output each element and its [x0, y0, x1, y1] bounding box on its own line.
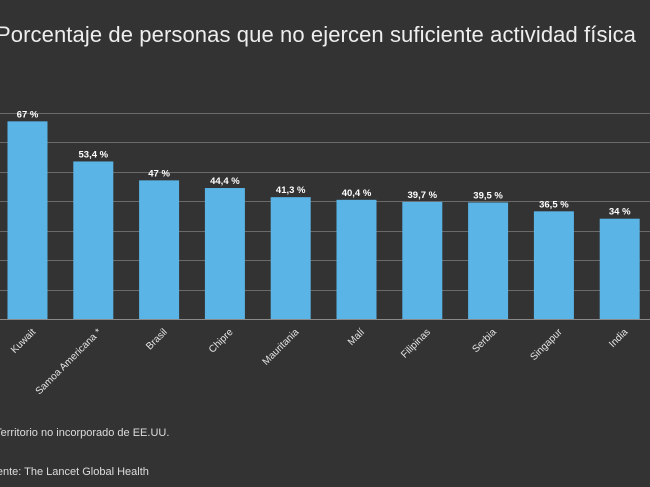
category-label: Serbia — [471, 327, 500, 356]
bar-samoa-americana — [73, 161, 114, 319]
category-label: Kuwait — [9, 327, 38, 356]
value-label: 36,5 % — [539, 199, 569, 210]
category-label: India — [607, 327, 630, 350]
category-label: Brasil — [144, 327, 169, 352]
category-label: Mauritania — [261, 327, 302, 368]
value-label: 34 % — [609, 207, 631, 218]
category-label: Samoa Americana * — [34, 327, 104, 397]
value-label: 53,4 % — [79, 149, 109, 160]
source-note: Fuente: The Lancet Global Health — [0, 466, 149, 478]
category-label: Singapur — [528, 326, 565, 363]
bar-india — [599, 218, 640, 319]
value-label: 41,3 % — [276, 185, 306, 196]
value-label: 39,5 % — [473, 190, 503, 201]
value-label: 39,7 % — [408, 190, 438, 201]
bar-mauritania — [270, 197, 311, 319]
value-label: 67 % — [17, 109, 39, 120]
value-label: 40,4 % — [342, 188, 372, 199]
category-label: Malí — [346, 327, 367, 348]
category-label: Chipre — [207, 327, 236, 356]
footnote: * Territorio no incorporado de EE.UU. — [0, 427, 170, 439]
value-label: 44,4 % — [210, 176, 240, 187]
bar-mal — [336, 199, 377, 319]
category-label: Filipinas — [399, 327, 433, 361]
bar-serbia — [468, 202, 509, 319]
bar-brasil — [139, 180, 180, 319]
chart-title: Porcentaje de personas que no ejercen su… — [0, 22, 636, 47]
value-label: 47 % — [148, 168, 170, 179]
bar-chipre — [204, 188, 245, 319]
bar-singapur — [533, 211, 574, 319]
bar-kuwait — [7, 121, 48, 319]
bar-filipinas — [402, 201, 443, 319]
